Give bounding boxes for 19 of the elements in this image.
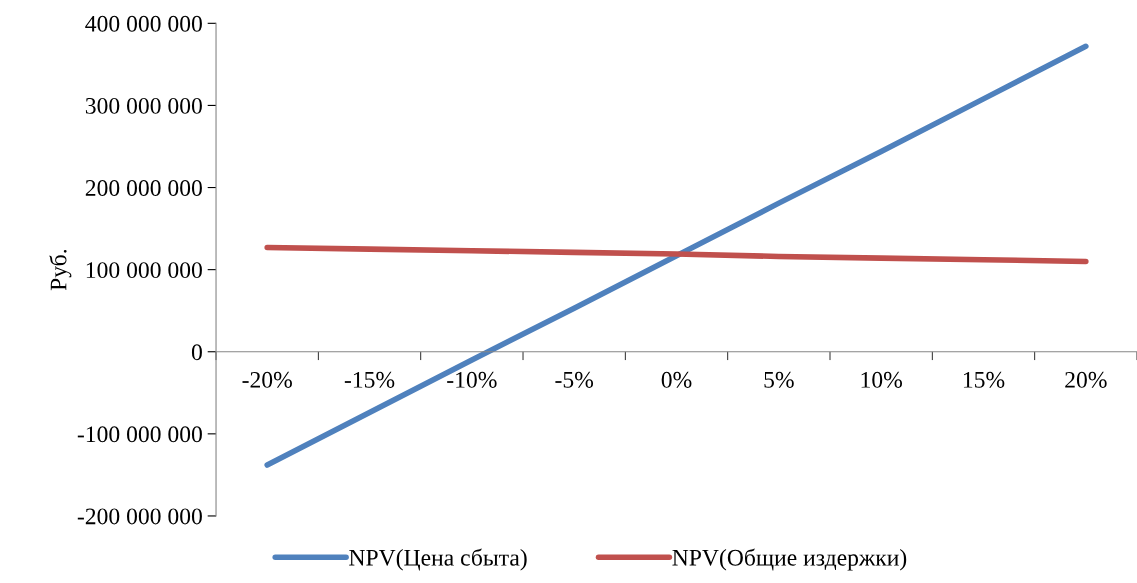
y-tick-label: 400 000 000 [85, 15, 202, 32]
x-tick-label: -5% [555, 371, 594, 388]
x-tick-label: -15% [344, 371, 395, 388]
y-tick-label: 300 000 000 [85, 97, 202, 114]
x-tick-label: 15% [963, 371, 1005, 388]
x-tick-label: -10% [447, 371, 497, 388]
y-tick-label: -100 000 000 [77, 426, 202, 443]
y-tick-label: -200 000 000 [77, 508, 202, 525]
x-tick-label: 10% [861, 371, 903, 388]
x-tick-label: 20% [1065, 371, 1107, 388]
legend-label: NPV(Цена сбыта) [349, 548, 527, 571]
x-tick-label: 5% [764, 371, 794, 388]
legend-label: NPV(Общие издержки) [672, 548, 907, 571]
y-axis-title: Руб. [49, 249, 72, 291]
y-tick-label: 100 000 000 [86, 262, 202, 279]
y-tick-label: 200 000 000 [85, 180, 202, 196]
x-tick-label: 0% [661, 371, 692, 388]
x-tick-label: -20% [242, 371, 292, 388]
y-tick-label: 0 [191, 344, 202, 361]
